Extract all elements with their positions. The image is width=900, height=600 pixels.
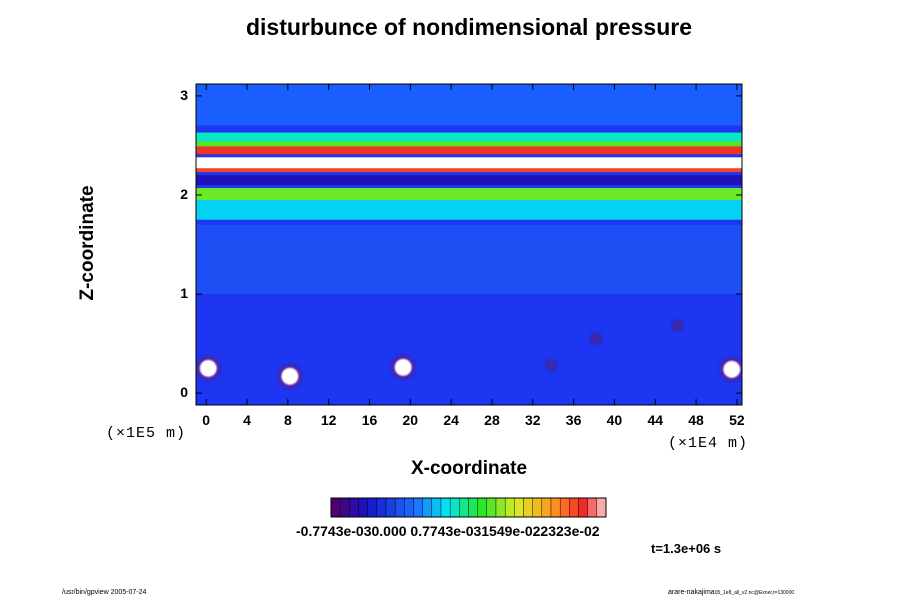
footer-right: arare-nakajima05_1e8_all_v2.nc@Exner,t=1…: [668, 589, 794, 596]
hotspot-white-1: [273, 360, 306, 393]
y-tick-label: 2: [180, 185, 188, 202]
x-tick-label: 4: [243, 412, 251, 428]
field-layer: [196, 84, 742, 393]
band-0: [196, 132, 742, 143]
footer-right-small: 05_1e8_all_v2.nc@Exner,t=130000: [714, 590, 795, 596]
colorbar-cell: [550, 497, 561, 518]
x-tick-label: 12: [320, 412, 337, 428]
y-scale-label: (×1E5 m): [106, 425, 187, 442]
mid-region: [196, 224, 742, 295]
colorbar-cell: [495, 497, 506, 518]
band-2: [196, 146, 742, 155]
x-tick-label: 32: [524, 412, 541, 428]
colorbar-cell: [367, 497, 378, 518]
x-tick-label: 20: [402, 412, 419, 428]
x-tick-label: 24: [443, 412, 459, 428]
colorbar-cell: [486, 497, 497, 518]
y-tick-label: 3: [180, 86, 188, 103]
x-tick-label: 8: [283, 412, 292, 428]
colorbar-cell: [404, 497, 414, 518]
colorbar-cell: [532, 497, 543, 518]
colorbar-cell: [330, 497, 341, 518]
y-tick-label: 0: [180, 384, 188, 401]
colorbar-cell: [413, 497, 423, 518]
colorbar-cell: [422, 497, 433, 518]
band-1: [196, 141, 742, 150]
colorbar-cell: [504, 497, 515, 518]
colorbar-cell: [578, 497, 588, 518]
chart-title: disturbunce of nondimensional pressure: [245, 14, 692, 40]
colorbar-tick-labels: -0.7743e-030.000 0.7743e-031549e-022323e…: [296, 523, 600, 539]
colorbar-cell: [339, 497, 350, 518]
band-5: [196, 175, 742, 186]
hotspot-white-3: [715, 353, 742, 386]
colorbar-cell: [587, 497, 598, 518]
x-tick-label: 40: [606, 412, 623, 428]
colorbar-cell: [431, 497, 442, 518]
colorbar-cell: [477, 497, 488, 518]
y-tick-label: 1: [180, 285, 188, 302]
x-axis-title: X-coordinate: [410, 458, 528, 479]
colorbar-cell: [349, 497, 359, 518]
x-tick-label: 36: [565, 412, 582, 428]
x-tick-label: 16: [361, 412, 378, 428]
hotspot-white-2: [387, 351, 420, 384]
axis-ticks: [196, 84, 742, 405]
upper-region: [196, 84, 742, 126]
band-7: [196, 199, 742, 220]
x-tick-label: 44: [647, 412, 664, 428]
band-4: [196, 168, 742, 173]
colorbar-cell: [358, 497, 368, 518]
colorbar-cell: [596, 497, 607, 518]
colorbar-cell: [449, 497, 460, 518]
footer-left: /usr/bin/gpview 2005-07-24: [62, 589, 147, 596]
colorbar-cell: [569, 497, 579, 518]
y-axis-title: Z-coordinate: [77, 185, 98, 301]
colorbar-cell: [376, 497, 387, 518]
x-tick-label: 52: [729, 412, 745, 428]
hotspot-white-0: [196, 352, 225, 385]
colorbar-cell: [541, 497, 552, 518]
x-tick-label: 28: [484, 412, 500, 428]
x-tick-label: 0: [202, 412, 211, 428]
colorbar-cell: [523, 497, 533, 518]
footer-right-main: arare-nakajima: [668, 589, 715, 596]
colorbar-cell: [394, 497, 405, 518]
plot-frame: [195, 83, 743, 406]
colorbar-frame: [330, 497, 607, 518]
colorbar-cell: [459, 497, 469, 518]
colorbar-cell: [385, 497, 396, 518]
colorbar-cell: [468, 497, 478, 518]
x-scale-label: (×1E4 m): [668, 435, 749, 452]
colorbar: [330, 497, 607, 518]
colorbar-cell: [514, 497, 524, 518]
band-6: [196, 188, 742, 202]
time-label: t=1.3e+06 s: [651, 541, 722, 556]
band-3: [196, 157, 742, 170]
colorbar-cell: [559, 497, 570, 518]
hotspot-purple-4: [541, 355, 562, 376]
hotspot-purple-6: [667, 315, 688, 336]
hotspot-purple-5: [586, 328, 607, 349]
x-tick-label: 48: [688, 412, 704, 428]
colorbar-cell: [440, 497, 451, 518]
